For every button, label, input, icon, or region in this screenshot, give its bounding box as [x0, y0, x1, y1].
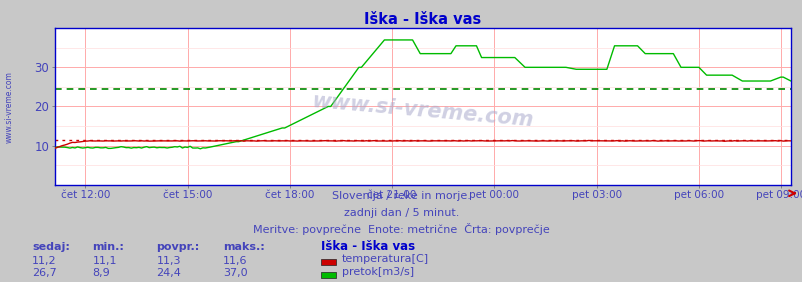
Text: zadnji dan / 5 minut.: zadnji dan / 5 minut. [343, 208, 459, 218]
Text: 24,4: 24,4 [156, 268, 181, 278]
Text: 11,1: 11,1 [92, 256, 117, 266]
Text: Meritve: povprečne  Enote: metrične  Črta: povprečje: Meritve: povprečne Enote: metrične Črta:… [253, 223, 549, 235]
Text: 11,2: 11,2 [32, 256, 57, 266]
Text: 11,6: 11,6 [223, 256, 248, 266]
Title: Iška - Iška vas: Iška - Iška vas [363, 12, 481, 27]
Text: pretok[m3/s]: pretok[m3/s] [342, 267, 414, 277]
Text: povpr.:: povpr.: [156, 242, 200, 252]
Text: Iška - Iška vas: Iška - Iška vas [321, 240, 415, 253]
Text: 26,7: 26,7 [32, 268, 57, 278]
Text: 8,9: 8,9 [92, 268, 110, 278]
Text: Slovenija / reke in morje.: Slovenija / reke in morje. [332, 191, 470, 201]
Text: www.si-vreme.com: www.si-vreme.com [5, 71, 14, 143]
Text: 11,3: 11,3 [156, 256, 181, 266]
Text: min.:: min.: [92, 242, 124, 252]
Text: maks.:: maks.: [223, 242, 265, 252]
Text: www.si-vreme.com: www.si-vreme.com [310, 91, 534, 131]
Text: temperatura[C]: temperatura[C] [342, 254, 428, 264]
Text: sedaj:: sedaj: [32, 242, 70, 252]
Text: 37,0: 37,0 [223, 268, 248, 278]
